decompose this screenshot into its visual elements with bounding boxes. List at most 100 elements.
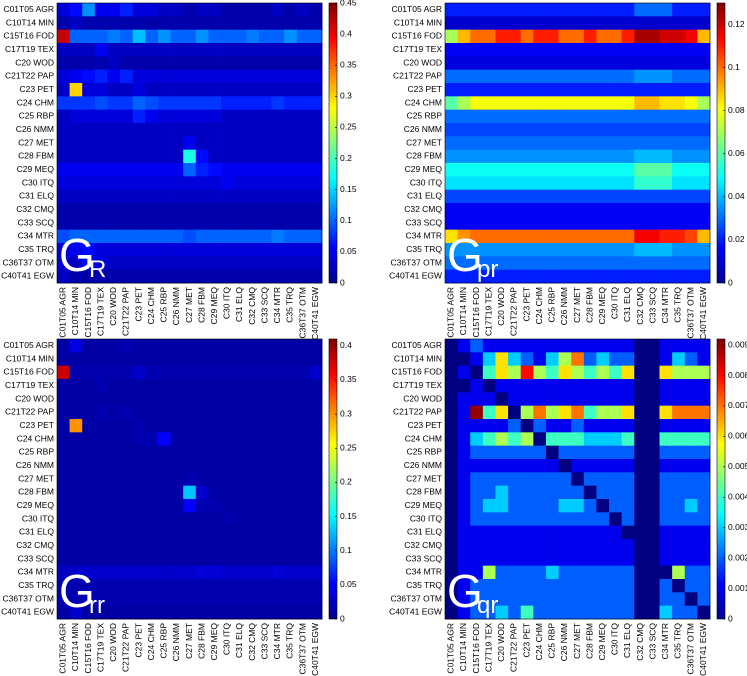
heatmap-cell <box>258 525 272 540</box>
heatmap-cell <box>296 592 310 607</box>
heatmap-cell <box>195 552 209 567</box>
heatmap-cell <box>545 405 559 420</box>
heatmap-cell <box>495 229 509 244</box>
heatmap-cell <box>659 69 673 84</box>
heatmap-cell <box>233 83 247 97</box>
heatmap-cell <box>284 405 298 420</box>
heatmap-cell <box>258 189 272 204</box>
heatmap-cell <box>296 432 310 447</box>
heatmap-cell <box>558 203 572 217</box>
heatmap-cell <box>520 512 534 527</box>
heatmap-cell <box>120 392 134 407</box>
heatmap-cell <box>309 352 323 367</box>
heatmap-cell <box>258 56 272 71</box>
heatmap-cell <box>258 352 272 367</box>
heatmap-cell <box>107 485 121 500</box>
heatmap-cell <box>508 405 522 420</box>
heatmap-cell <box>246 605 260 620</box>
heatmap-cell <box>659 29 673 44</box>
heatmap-cell <box>183 96 197 111</box>
heatmap-cell <box>609 339 623 353</box>
heatmap-cell <box>120 485 134 500</box>
heatmap-cell <box>457 149 471 164</box>
column-label: C30 ITQ <box>222 623 232 656</box>
heatmap-cell <box>258 163 272 177</box>
heatmap-cell <box>583 269 597 284</box>
heatmap-cell <box>82 552 96 567</box>
column-label: C32 CMQ <box>635 287 645 325</box>
heatmap-cell <box>495 123 509 137</box>
heatmap-cell <box>271 149 285 164</box>
heatmap-cell <box>82 189 96 204</box>
heatmap-cell <box>120 445 134 460</box>
heatmap-cell <box>445 472 459 487</box>
heatmap-cell <box>221 136 235 151</box>
column-label: C01T05 AGR <box>58 623 68 674</box>
heatmap-cell <box>57 392 71 407</box>
heatmap-cell <box>596 136 610 151</box>
heatmap-cell <box>183 539 197 553</box>
heatmap-cell <box>634 3 648 17</box>
column-label: C17T19 TEX <box>483 623 493 672</box>
heatmap-cell <box>621 592 635 607</box>
heatmap-cell <box>170 419 184 433</box>
row-label: C29 MEQ <box>17 164 55 174</box>
heatmap-cell <box>684 459 698 473</box>
heatmap-cell <box>495 163 509 177</box>
heatmap-cell <box>145 176 159 191</box>
heatmap-cell <box>457 432 471 447</box>
heatmap-cell <box>69 189 83 204</box>
heatmap-cell <box>697 352 711 367</box>
heatmap-cell <box>94 96 108 111</box>
heatmap-cell <box>94 392 108 407</box>
heatmap-cell <box>571 445 585 460</box>
heatmap-cell <box>145 419 159 433</box>
column-label: C32 CMQ <box>247 623 257 661</box>
heatmap-cell <box>82 43 96 57</box>
heatmap-cell <box>183 16 197 31</box>
heatmap-cell <box>309 216 323 231</box>
heatmap-cell <box>170 163 184 177</box>
heatmap-cell <box>57 405 71 420</box>
heatmap-cell <box>583 459 597 473</box>
heatmap-cell <box>233 96 247 111</box>
heatmap-cell <box>57 136 71 151</box>
heatmap-cell <box>170 269 184 284</box>
heatmap-cell <box>195 352 209 367</box>
heatmap-cell <box>697 43 711 57</box>
row-label: C24 CHM <box>405 97 442 107</box>
heatmap-cell <box>621 163 635 177</box>
heatmap-cell <box>545 565 559 580</box>
heatmap-cell <box>258 243 272 257</box>
colorbar-tick-label: 0.1 <box>340 215 352 225</box>
heatmap-cell <box>233 539 247 553</box>
heatmap-cell <box>284 525 298 540</box>
column-label: C31 ELQ <box>234 623 244 658</box>
heatmap-cell <box>296 565 310 580</box>
heatmap-cell <box>258 16 272 31</box>
heatmap-cell <box>684 176 698 191</box>
heatmap-cell <box>482 565 496 580</box>
heatmap-cell <box>57 123 71 137</box>
heatmap-cell <box>82 565 96 580</box>
heatmap-cell <box>609 109 623 124</box>
heatmap-cell <box>634 216 648 231</box>
heatmap-cell <box>672 29 686 44</box>
colorbar-tick-label: 0.06 <box>728 148 745 158</box>
heatmap-cell <box>82 163 96 177</box>
heatmap-cell <box>195 109 209 124</box>
heatmap-cell <box>157 56 171 71</box>
heatmap-cell <box>132 565 146 580</box>
heatmap-cell <box>583 96 597 111</box>
heatmap-cell <box>508 256 522 271</box>
heatmap-cell <box>558 525 572 540</box>
heatmap-cell <box>132 56 146 71</box>
heatmap-cell <box>82 472 96 487</box>
heatmap-cell <box>208 565 222 580</box>
heatmap-cell <box>533 432 547 447</box>
heatmap-cell <box>233 592 247 607</box>
heatmap-cell <box>482 16 496 31</box>
heatmap-cell <box>697 16 711 31</box>
heatmap-cell <box>583 485 597 500</box>
heatmap-cell <box>672 552 686 567</box>
